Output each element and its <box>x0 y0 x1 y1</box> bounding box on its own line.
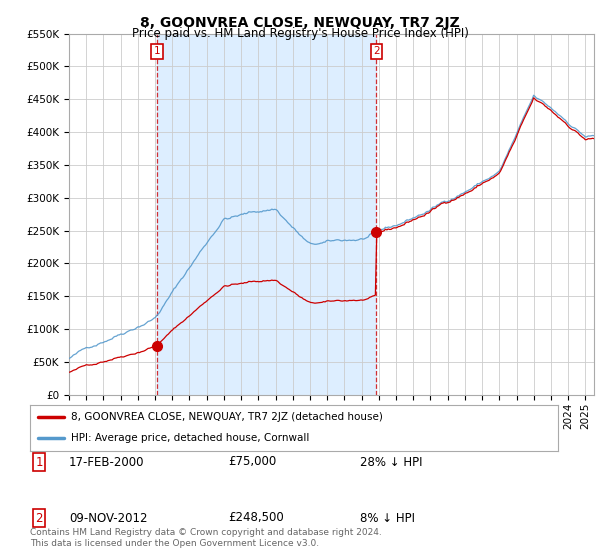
Text: 8% ↓ HPI: 8% ↓ HPI <box>360 511 415 525</box>
Text: 2: 2 <box>373 46 380 56</box>
Text: 1: 1 <box>154 46 160 56</box>
Text: £75,000: £75,000 <box>228 455 276 469</box>
Bar <box>157 34 376 395</box>
Text: 09-NOV-2012: 09-NOV-2012 <box>69 511 148 525</box>
Text: 8, GOONVREA CLOSE, NEWQUAY, TR7 2JZ: 8, GOONVREA CLOSE, NEWQUAY, TR7 2JZ <box>140 16 460 30</box>
Text: 2: 2 <box>35 511 43 525</box>
Text: 1: 1 <box>35 455 43 469</box>
Text: 28% ↓ HPI: 28% ↓ HPI <box>360 455 422 469</box>
Text: Contains HM Land Registry data © Crown copyright and database right 2024.
This d: Contains HM Land Registry data © Crown c… <box>30 528 382 548</box>
Text: Price paid vs. HM Land Registry's House Price Index (HPI): Price paid vs. HM Land Registry's House … <box>131 27 469 40</box>
Text: £248,500: £248,500 <box>228 511 284 525</box>
Text: 8, GOONVREA CLOSE, NEWQUAY, TR7 2JZ (detached house): 8, GOONVREA CLOSE, NEWQUAY, TR7 2JZ (det… <box>71 412 383 422</box>
Text: 17-FEB-2000: 17-FEB-2000 <box>69 455 145 469</box>
Text: HPI: Average price, detached house, Cornwall: HPI: Average price, detached house, Corn… <box>71 433 310 444</box>
